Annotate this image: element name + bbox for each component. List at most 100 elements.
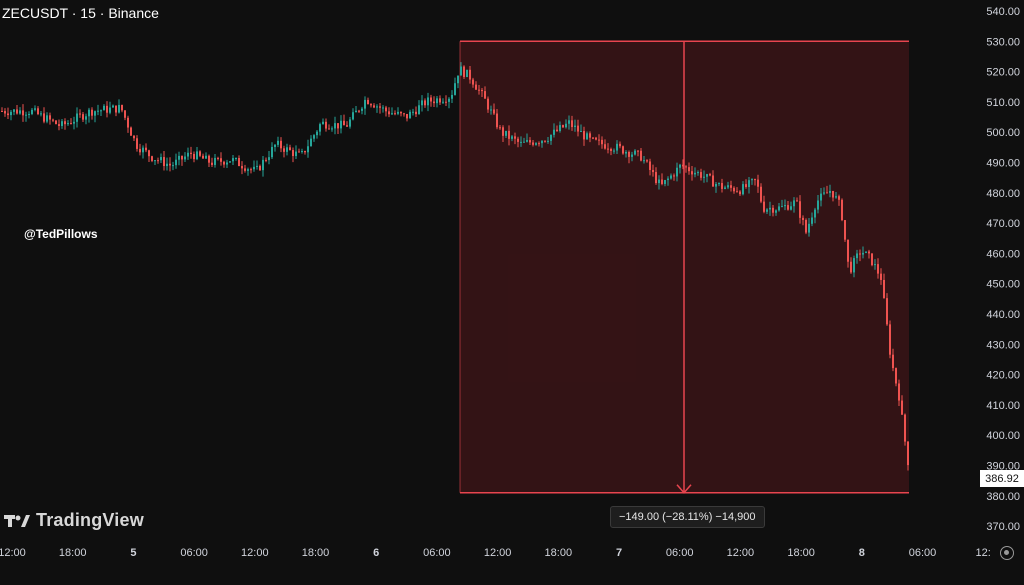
candle-body: [298, 151, 300, 153]
candle-body: [100, 110, 102, 112]
candle-body: [136, 138, 138, 149]
candle-body: [439, 98, 441, 103]
candle-body: [601, 139, 603, 145]
candle-body: [292, 150, 294, 157]
candle-body: [346, 125, 348, 127]
candles: [1, 62, 909, 471]
candle-body: [667, 178, 669, 181]
candle-body: [349, 119, 351, 127]
candle-body: [478, 89, 480, 91]
candle-body: [142, 147, 144, 153]
candle-body: [745, 184, 747, 187]
candle-body: [718, 183, 720, 185]
measure-zone[interactable]: [459, 40, 909, 494]
candle-body: [94, 111, 96, 116]
candle-body: [739, 191, 741, 195]
candle-body: [811, 217, 813, 224]
candle-body: [412, 111, 414, 113]
candle-body: [742, 184, 744, 195]
candle-body: [622, 146, 624, 154]
candle-body: [301, 151, 303, 153]
candle-body: [85, 116, 87, 120]
candle-body: [703, 176, 705, 178]
x-tick-label: 6: [373, 547, 379, 559]
candle-body: [517, 138, 519, 142]
candle-body: [772, 207, 774, 213]
candle-body: [487, 98, 489, 110]
candle-body: [130, 127, 132, 136]
candle-body: [427, 97, 429, 106]
y-tick-label: 410.00: [986, 400, 1020, 412]
candle-body: [22, 110, 24, 116]
candle-body: [442, 101, 444, 103]
candle-body: [463, 66, 465, 78]
candle-body: [160, 157, 162, 161]
candle-body: [496, 113, 498, 128]
price-axis[interactable]: 540.00 530.00 520.00 510.00 500.00 490.00 480.…: [986, 6, 1020, 533]
candle-body: [679, 164, 681, 168]
candle-body: [889, 324, 891, 355]
candle-body: [151, 156, 153, 161]
candle-body: [79, 113, 81, 115]
candle-body: [856, 253, 858, 259]
candle-body: [205, 155, 207, 159]
candle-body: [475, 84, 477, 90]
candle-body: [664, 180, 666, 184]
candle-body: [505, 130, 507, 136]
y-tick-label: 470.00: [986, 218, 1020, 230]
candle-body: [337, 123, 339, 129]
candle-body: [46, 115, 48, 122]
candle-body: [376, 106, 378, 108]
time-axis[interactable]: 12:00 18:00 5 06:00 12:00 18:00 6 06:00 12:00 18:…: [0, 547, 991, 559]
candle-body: [547, 140, 549, 142]
candle-body: [736, 191, 738, 193]
candle-body: [43, 113, 45, 122]
candle-body: [574, 125, 576, 127]
candle-body: [892, 354, 894, 369]
y-tick-label: 540.00: [986, 6, 1020, 18]
candle-body: [526, 140, 528, 142]
candle-body: [589, 133, 591, 138]
candle-body: [604, 144, 606, 149]
candle-body: [19, 110, 21, 114]
last-price-badge: 386.92: [980, 470, 1024, 487]
candle-body: [625, 151, 627, 154]
gear-icon[interactable]: [1000, 546, 1014, 560]
candle-body: [520, 141, 522, 143]
candle-body: [445, 101, 447, 103]
candle-body: [766, 209, 768, 212]
candle-body: [82, 114, 84, 120]
candle-body: [76, 113, 78, 122]
candle-body: [847, 239, 849, 262]
candle-body: [373, 105, 375, 108]
tradingview-logo-text: TradingView: [36, 510, 144, 530]
candle-body: [538, 143, 540, 145]
candle-body: [868, 251, 870, 254]
candle-body: [823, 192, 825, 194]
candle-body: [16, 109, 18, 114]
candle-body: [295, 151, 297, 157]
y-tick-label: 450.00: [986, 279, 1020, 291]
candle-body: [202, 155, 204, 159]
candle-body: [583, 131, 585, 140]
candle-body: [844, 220, 846, 240]
x-tick-label: 12:00: [0, 547, 26, 559]
candle-body: [121, 104, 123, 111]
candle-body: [727, 185, 729, 188]
candle-body: [832, 190, 834, 198]
candle-body: [91, 109, 93, 116]
candle-body: [700, 172, 702, 178]
candle-body: [10, 111, 12, 116]
candle-body: [841, 199, 843, 221]
candle-body: [220, 158, 222, 162]
x-tick-label: 5: [130, 547, 136, 559]
y-tick-label: 370.00: [986, 521, 1020, 533]
candle-body: [649, 161, 651, 170]
candle-body: [28, 114, 30, 116]
candle-body: [871, 253, 873, 266]
candle-body: [790, 206, 792, 210]
candle-body: [334, 123, 336, 129]
candle-body: [325, 121, 327, 129]
candle-body: [133, 135, 135, 139]
